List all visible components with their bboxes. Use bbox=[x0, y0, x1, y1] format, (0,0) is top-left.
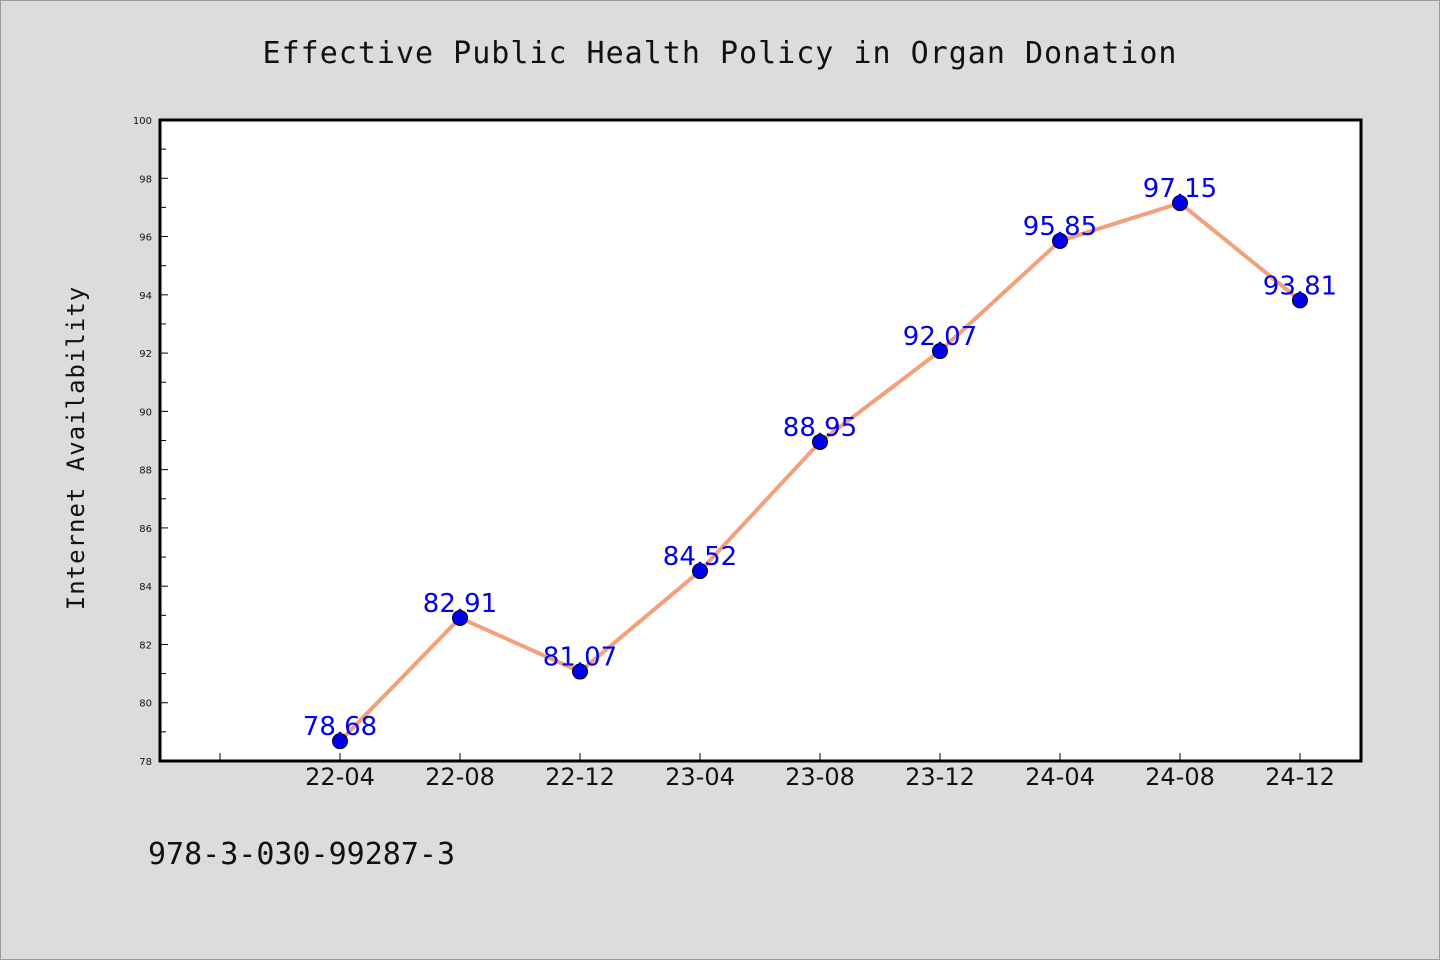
data-point bbox=[1172, 195, 1188, 212]
data-label: 93.81 bbox=[1263, 271, 1337, 301]
y-axis: 78 80 82 84 86 88 90 92 94 96 98 100 bbox=[133, 116, 168, 768]
x-tick-label: 22-04 bbox=[305, 763, 375, 791]
data-label: 92.07 bbox=[903, 322, 977, 352]
data-label: 95.85 bbox=[1023, 212, 1097, 242]
y-tick-label: 80 bbox=[139, 699, 152, 710]
data-point bbox=[1052, 232, 1068, 249]
y-tick-label: 78 bbox=[139, 757, 152, 768]
y-tick-label: 100 bbox=[133, 116, 152, 127]
y-tick-label: 96 bbox=[139, 233, 152, 244]
series-group bbox=[332, 195, 1308, 750]
data-label: 78.68 bbox=[303, 712, 377, 742]
y-tick-label: 94 bbox=[139, 291, 152, 302]
y-tick-label: 88 bbox=[139, 466, 152, 477]
y-tick-label: 84 bbox=[139, 582, 152, 593]
x-axis: 22-04 22-08 22-12 23-04 23-08 23-12 24-04 24-08… bbox=[219, 753, 1335, 791]
x-tick-label: 22-08 bbox=[425, 763, 495, 791]
y-tick-label: 90 bbox=[139, 407, 152, 418]
data-point bbox=[692, 563, 708, 580]
y-tick-label: 86 bbox=[139, 524, 152, 535]
data-label: 88.95 bbox=[783, 413, 857, 443]
data-point bbox=[812, 433, 828, 450]
data-point bbox=[1292, 292, 1308, 309]
x-tick-label: 24-12 bbox=[1265, 763, 1335, 791]
y-tick-label: 98 bbox=[139, 174, 152, 185]
data-point bbox=[452, 609, 468, 626]
y-axis-label: Internet Availability bbox=[62, 286, 90, 610]
x-tick-label: 23-12 bbox=[905, 763, 975, 791]
x-tick-label: 23-04 bbox=[665, 763, 735, 791]
data-point bbox=[572, 663, 588, 680]
y-tick-label: 92 bbox=[139, 349, 152, 360]
isbn-footer: 978-3-030-99287-3 bbox=[148, 837, 455, 872]
chart-title: Effective Public Health Policy in Organ … bbox=[263, 36, 1178, 71]
data-point bbox=[932, 343, 948, 360]
data-point bbox=[332, 733, 348, 750]
data-label: 82.91 bbox=[423, 589, 497, 619]
x-tick-label: 24-04 bbox=[1025, 763, 1095, 791]
data-label: 81.07 bbox=[543, 643, 617, 673]
plot-border bbox=[158, 118, 1363, 763]
data-label: 84.52 bbox=[663, 542, 737, 572]
x-tick-label: 23-08 bbox=[785, 763, 855, 791]
data-label: 97.15 bbox=[1143, 174, 1217, 204]
data-label-group: 78.68 82.91 81.07 84.52 88.95 92.07 95.85 97.15… bbox=[303, 174, 1337, 742]
y-tick-label: 82 bbox=[139, 640, 152, 651]
plot-area bbox=[160, 120, 1361, 761]
x-tick-label: 22-12 bbox=[545, 763, 615, 791]
x-tick-label: 24-08 bbox=[1145, 763, 1215, 791]
